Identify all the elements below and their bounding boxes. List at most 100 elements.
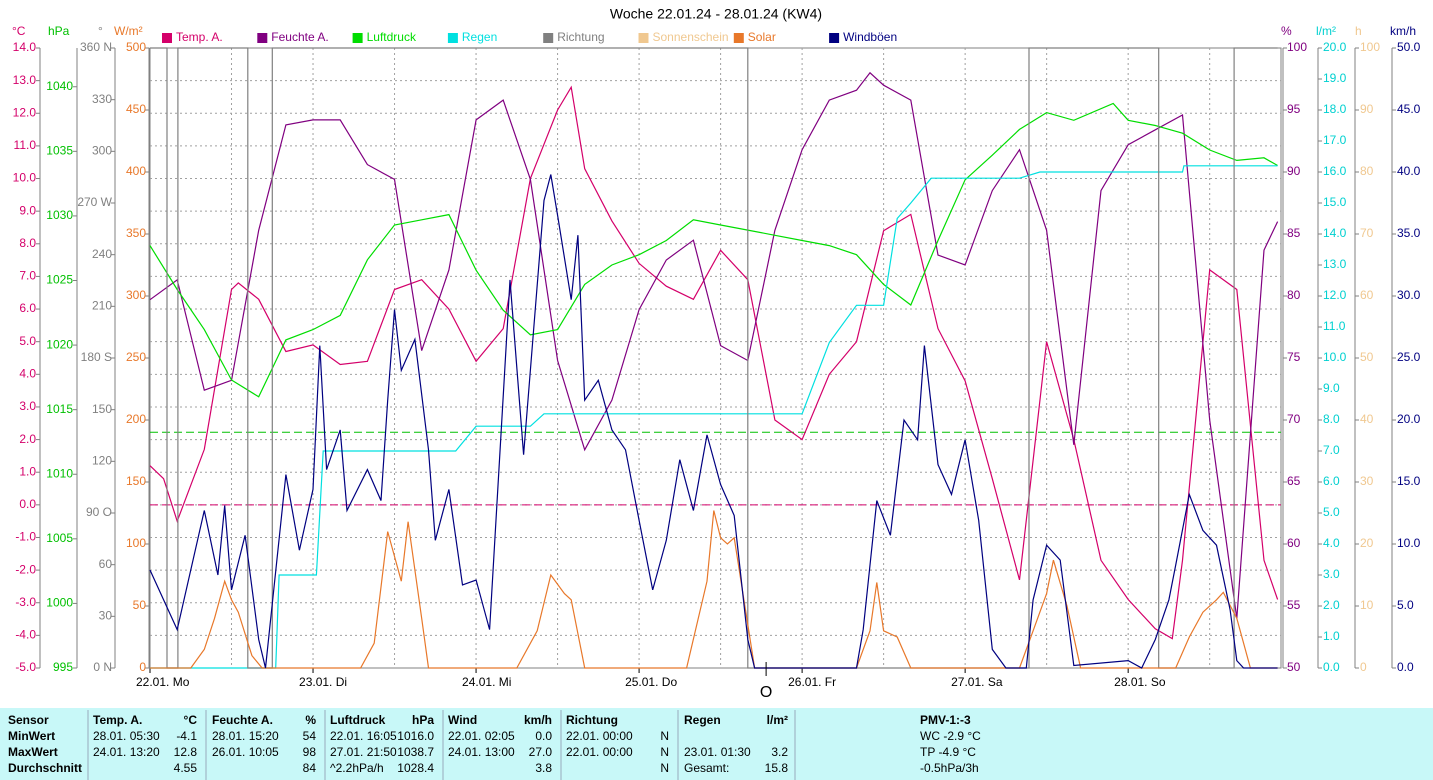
- axis-unit: km/h: [1390, 24, 1416, 38]
- y-tick-label: 1040: [46, 79, 73, 93]
- series-line: [150, 165, 1278, 669]
- y-tick-label: 10: [1360, 598, 1374, 612]
- axis-unit: h: [1355, 24, 1362, 38]
- table-cell: Durchschnitt: [8, 761, 82, 775]
- y-tick-label: 8.0: [19, 236, 36, 250]
- table-cell: 22.01. 02:05: [448, 729, 515, 743]
- y-tick-label: 3.0: [19, 399, 36, 413]
- y-tick-label: -1.0: [15, 530, 36, 544]
- chart-title: Woche 22.01.24 - 28.01.24 (KW4): [610, 6, 822, 22]
- table-cell: 54: [303, 729, 317, 743]
- table-cell: 1038.7: [397, 745, 434, 759]
- y-tick-label: 11.0: [1323, 319, 1346, 333]
- y-tick-label: 1030: [46, 208, 73, 222]
- y-tick-label: 7.0: [19, 269, 36, 283]
- table-cell: 22.01. 00:00: [566, 729, 633, 743]
- table-header: Richtung: [566, 713, 618, 727]
- table-cell: 27.01. 21:50: [330, 745, 397, 759]
- y-tick-label: 19.0: [1323, 71, 1347, 85]
- y-tick-label: 5.0: [19, 334, 36, 348]
- table-cell: MinWert: [8, 729, 55, 743]
- plot-area: [149, 47, 1282, 669]
- y-tick-label: 270 W: [77, 195, 112, 209]
- table-cell: 27.0: [529, 745, 553, 759]
- y-tick-label: 15.0: [1397, 474, 1421, 488]
- table-cell: 26.01. 10:05: [212, 745, 279, 759]
- table-header: Temp. A.: [93, 713, 142, 727]
- y-tick-label: 35.0: [1397, 226, 1421, 240]
- y-tick-label: 18.0: [1323, 102, 1347, 116]
- y-tick-label: 4.0: [19, 366, 36, 380]
- legend-swatch: [447, 33, 458, 43]
- y-tick-label: 13.0: [1323, 257, 1347, 271]
- table-cell: 98: [303, 745, 317, 759]
- table-cell: 22.01. 00:00: [566, 745, 633, 759]
- y-tick-label: 80: [1360, 164, 1374, 178]
- annotation: O: [760, 684, 772, 701]
- y-tick-label: 1.0: [19, 464, 36, 478]
- y-tick-label: 17.0: [1323, 133, 1347, 147]
- y-tick-label: 0.0: [1397, 660, 1414, 674]
- table-header: l/m²: [767, 713, 788, 727]
- y-tick-label: 400: [126, 164, 146, 178]
- y-tick-label: 90: [1287, 164, 1301, 178]
- legend-label: Luftdruck: [367, 30, 417, 44]
- legend-label: Solar: [748, 30, 776, 44]
- table-cell: WC -2.9 °C: [920, 729, 981, 743]
- y-tick-label: 30.0: [1397, 288, 1421, 302]
- axis-unit: °: [98, 24, 103, 38]
- table-cell: 4.55: [174, 761, 198, 775]
- table-cell: N: [660, 729, 669, 743]
- series-line: [149, 71, 1279, 619]
- y-tick-label: -4.0: [15, 628, 36, 642]
- table-cell: 84: [303, 761, 317, 775]
- y-tick-label: 6.0: [1323, 474, 1340, 488]
- legend-label: Feuchte A.: [271, 30, 328, 44]
- legend-swatch: [162, 33, 172, 43]
- y-tick-label: 6.0: [19, 301, 36, 315]
- table-cell: 1016.0: [397, 729, 434, 743]
- y-tick-label: 8.0: [1323, 412, 1340, 426]
- y-tick-label: 1020: [46, 337, 73, 351]
- y-tick-label: 150: [126, 474, 146, 488]
- y-tick-label: 60: [1287, 536, 1301, 550]
- y-tick-label: 95: [1287, 102, 1301, 116]
- series-line: [149, 174, 1278, 669]
- table-header: %: [305, 713, 316, 727]
- y-tick-label: 240: [92, 247, 112, 261]
- table-cell: 1028.4: [397, 761, 434, 775]
- y-tick-label: 40.0: [1397, 164, 1421, 178]
- table-header: hPa: [412, 713, 434, 727]
- y-tick-label: 50: [1287, 660, 1301, 674]
- stats-table: [0, 708, 1433, 780]
- table-cell: -4.1: [176, 729, 197, 743]
- y-tick-label: 9.0: [19, 203, 36, 217]
- y-tick-label: 1005: [46, 531, 73, 545]
- y-tick-label: -2.0: [15, 562, 36, 576]
- table-header: PMV-1:-3: [920, 713, 971, 727]
- legend-swatch: [733, 33, 744, 43]
- y-tick-label: 65: [1287, 474, 1301, 488]
- y-tick-label: 85: [1287, 226, 1301, 240]
- series-line: [149, 85, 1279, 640]
- table-cell: TP -4.9 °C: [920, 745, 976, 759]
- x-tick-label: 26.01. Fr: [788, 675, 836, 689]
- legend-label: Sonnenschein: [653, 30, 729, 44]
- y-tick-label: -5.0: [15, 660, 36, 674]
- table-header: km/h: [524, 713, 552, 727]
- table-cell: 28.01. 15:20: [212, 729, 279, 743]
- y-tick-label: -3.0: [15, 595, 36, 609]
- table-header: Regen: [684, 713, 721, 727]
- y-tick-label: 10.0: [1323, 350, 1347, 364]
- y-tick-label: 250: [126, 350, 146, 364]
- y-tick-label: 10.0: [13, 171, 37, 185]
- table-cell: 0.0: [535, 729, 552, 743]
- legend-label: Windböen: [843, 30, 897, 44]
- table-cell: 12.8: [174, 745, 198, 759]
- x-tick-label: 23.01. Di: [299, 675, 347, 689]
- y-tick-label: 1000: [46, 596, 73, 610]
- table-cell: MaxWert: [8, 745, 58, 759]
- y-tick-label: 2.0: [1323, 598, 1340, 612]
- y-tick-label: 330: [92, 92, 112, 106]
- table-cell: ^2.2hPa/h: [330, 761, 384, 775]
